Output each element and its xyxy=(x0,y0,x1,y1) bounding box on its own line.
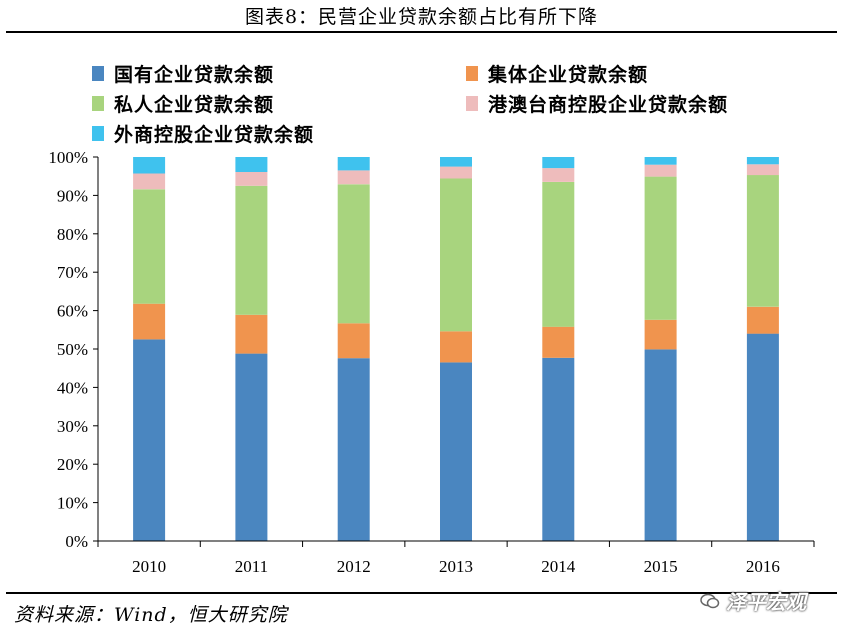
bar-segment xyxy=(644,176,677,320)
legend-item-hk-macau-taiwan: 港澳台商控股企业贷款余额 xyxy=(466,90,728,117)
bar-segment xyxy=(235,314,268,354)
y-tick-label: 10% xyxy=(57,494,88,513)
bar-segment xyxy=(746,164,779,176)
legend-swatch xyxy=(466,96,478,111)
bar-segment xyxy=(337,157,370,171)
bar-segment xyxy=(746,175,779,307)
bar-segment xyxy=(235,353,268,541)
y-tick-label: 80% xyxy=(57,225,88,244)
legend-item-state-owned: 国有企业贷款余额 xyxy=(92,60,274,87)
bar-segment xyxy=(133,339,166,541)
bar-segment xyxy=(644,319,677,350)
y-tick-label: 30% xyxy=(57,417,88,436)
bar-segment xyxy=(440,157,472,167)
legend-label: 国有企业贷款余额 xyxy=(114,64,275,86)
bar-segment xyxy=(235,157,268,172)
source-note: 资料来源：Wind，恒大研究院 xyxy=(14,604,288,626)
bar-segment xyxy=(542,157,575,169)
legend-label: 集体企业贷款余额 xyxy=(488,64,649,86)
bar-segment xyxy=(542,182,575,327)
bar-segment xyxy=(133,189,166,304)
legend-swatch xyxy=(92,66,104,81)
bar-segment xyxy=(746,306,779,334)
bar-segment xyxy=(337,358,370,541)
top-rule xyxy=(6,31,837,33)
y-tick-label: 20% xyxy=(57,455,88,474)
bar-segment xyxy=(133,157,166,174)
bar-segment xyxy=(542,168,575,182)
x-tick-label: 2015 xyxy=(644,557,678,576)
figure-title: 图表8：民营企业贷款余额占比有所下降 xyxy=(244,6,599,28)
bar-segment xyxy=(746,157,779,165)
x-tick-label: 2010 xyxy=(132,557,166,576)
legend-item-foreign: 外商控股企业贷款余额 xyxy=(92,120,314,147)
bar-segment xyxy=(542,357,575,541)
bar-segment xyxy=(440,362,472,541)
legend-swatch xyxy=(466,66,478,81)
y-tick-label: 100% xyxy=(48,148,88,167)
bar-segment xyxy=(644,164,677,177)
x-tick-label: 2016 xyxy=(746,557,780,576)
x-tick-label: 2013 xyxy=(439,557,473,576)
legend-swatch xyxy=(92,96,104,111)
legend-label: 港澳台商控股企业贷款余额 xyxy=(488,94,729,116)
bar-segment xyxy=(746,333,779,541)
y-tick-label: 0% xyxy=(65,532,88,551)
watermark-text: 泽平宏观 xyxy=(726,590,806,614)
y-tick-label: 90% xyxy=(57,186,88,205)
legend-label: 私人企业贷款余额 xyxy=(114,94,275,116)
bar-segment xyxy=(235,172,268,186)
bar-segment xyxy=(644,157,677,165)
y-tick-label: 50% xyxy=(57,340,88,359)
legend-swatch xyxy=(92,126,104,141)
bar-segment xyxy=(440,166,472,179)
bar-segment xyxy=(235,185,268,315)
bar-segment xyxy=(133,303,166,340)
x-tick-label: 2011 xyxy=(235,557,268,576)
legend-item-collective: 集体企业贷款余额 xyxy=(466,60,648,87)
bar-segment xyxy=(337,170,370,185)
bar-segment xyxy=(440,331,472,363)
x-tick-label: 2012 xyxy=(337,557,371,576)
bottom-rule xyxy=(6,592,837,594)
legend-label: 外商控股企业贷款余额 xyxy=(114,124,315,146)
watermark: 泽平宏观 xyxy=(700,586,806,615)
bar-segment xyxy=(337,323,370,359)
bar-segment xyxy=(337,184,370,324)
wechat-icon xyxy=(700,593,720,608)
bar-segment xyxy=(440,178,472,332)
y-tick-label: 70% xyxy=(57,263,88,282)
legend-item-private: 私人企业贷款余额 xyxy=(92,90,274,117)
bar-segment xyxy=(133,173,166,190)
y-tick-label: 60% xyxy=(57,302,88,321)
y-tick-label: 40% xyxy=(57,378,88,397)
bar-segment xyxy=(644,349,677,541)
x-tick-label: 2014 xyxy=(541,557,576,576)
bar-segment xyxy=(542,326,575,358)
